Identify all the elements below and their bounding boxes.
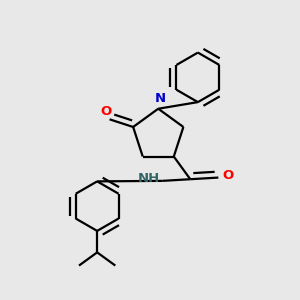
Text: N: N [154, 92, 166, 105]
Text: O: O [222, 169, 234, 182]
Text: NH: NH [137, 172, 160, 185]
Text: O: O [100, 105, 111, 118]
